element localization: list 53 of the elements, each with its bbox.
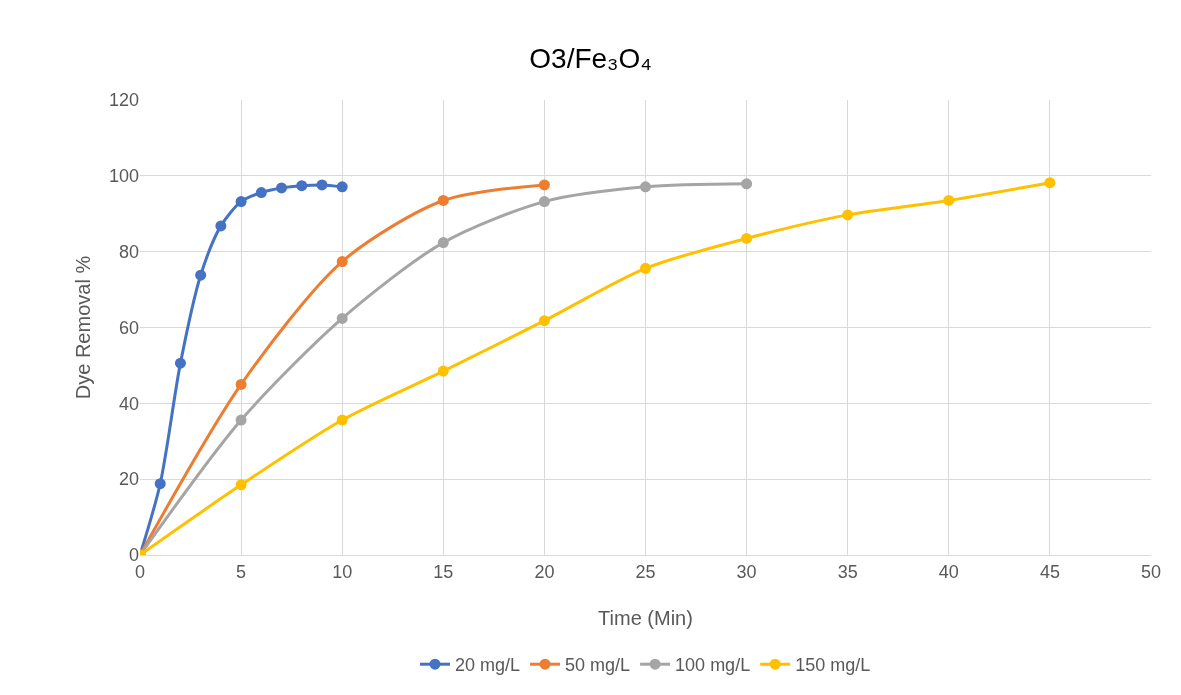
y-tick-label: 80 <box>118 241 139 262</box>
y-tick-label: 60 <box>118 317 139 338</box>
point <box>943 194 955 206</box>
point <box>538 196 550 208</box>
y-tick-label: 120 <box>108 90 139 111</box>
x-tick-label: 25 <box>635 561 656 582</box>
x-tick-label: 15 <box>433 561 454 582</box>
point <box>640 181 651 193</box>
legend-label: 50 mg/L <box>565 655 631 676</box>
point <box>640 262 651 274</box>
point <box>235 479 247 491</box>
point <box>276 182 288 194</box>
y-axis-title: Dye Removal % <box>72 255 94 400</box>
point <box>741 178 753 190</box>
x-tick-label: 5 <box>236 561 247 582</box>
point <box>235 378 247 390</box>
point <box>154 478 166 490</box>
x-tick-label: 10 <box>332 561 353 582</box>
x-tick-label: 45 <box>1039 561 1060 582</box>
point <box>235 196 247 208</box>
point <box>336 181 348 193</box>
point <box>336 414 348 426</box>
legend-label: 100 mg/L <box>675 655 751 676</box>
legend-label: 150 mg/L <box>795 655 871 676</box>
point <box>174 357 186 369</box>
chart-title: O3/Fe₃O₄ <box>529 43 652 75</box>
y-tick-label: 0 <box>128 545 139 566</box>
x-axis-title: Time (Min) <box>598 607 693 629</box>
x-tick-label: 50 <box>1140 561 1162 582</box>
point <box>538 179 550 191</box>
point <box>296 180 308 192</box>
point <box>215 220 227 232</box>
point <box>195 269 207 281</box>
point <box>741 232 753 244</box>
x-tick-label: 20 <box>534 561 555 582</box>
y-tick-label: 20 <box>118 469 139 490</box>
point <box>538 315 550 327</box>
point <box>255 187 267 199</box>
point <box>336 312 348 324</box>
point <box>235 414 247 426</box>
x-tick-label: 30 <box>736 561 757 582</box>
y-tick-label: 100 <box>108 166 139 187</box>
point <box>842 209 854 221</box>
point <box>316 179 328 191</box>
point <box>437 194 449 206</box>
y-tick-label: 40 <box>118 393 139 414</box>
point <box>437 237 449 249</box>
x-tick-label: 40 <box>938 561 959 582</box>
legend-label: 20 mg/L <box>455 655 521 676</box>
point <box>1044 177 1056 189</box>
point <box>437 365 449 377</box>
point <box>336 256 348 268</box>
x-tick-label: 35 <box>837 561 858 582</box>
